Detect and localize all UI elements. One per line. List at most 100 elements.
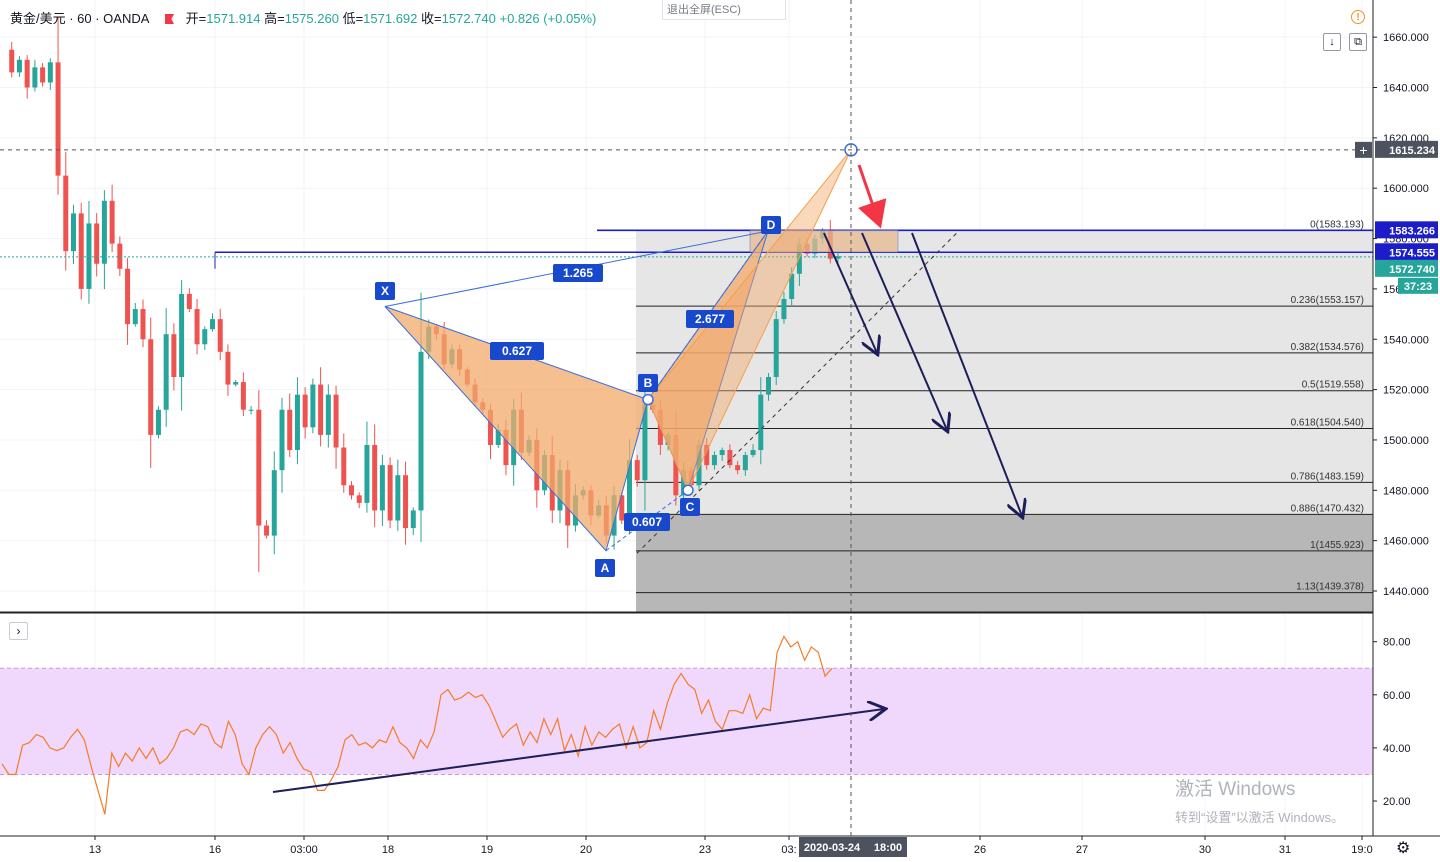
crosshair-clock: 18:00 [874, 842, 902, 854]
candle-body [395, 475, 401, 521]
pattern-anchor-c [682, 484, 694, 497]
fib-level-label: 0(1583.193) [1310, 220, 1364, 231]
fib-level-label: 0.236(1553.157) [1291, 295, 1364, 306]
price-tick-label: 1520.000 [1383, 385, 1429, 397]
high-value: 1575.260 [284, 11, 339, 26]
candle-body [773, 319, 779, 378]
price-tick-label: 1660.000 [1383, 32, 1429, 44]
candle-body [63, 175, 69, 252]
time-tick-label: 18 [382, 844, 394, 856]
forecast-arrow-1 [823, 232, 877, 353]
candle-body [742, 455, 748, 471]
candle-body [410, 510, 416, 529]
candle-body [766, 377, 771, 395]
candle-body [271, 470, 277, 536]
candle-body [287, 409, 293, 451]
time-tick-label: 19:0 [1351, 844, 1372, 856]
low-value: 1571.692 [363, 11, 418, 26]
time-tick-label: 23 [699, 844, 711, 856]
fib-level-label: 0.5(1519.558) [1302, 380, 1364, 391]
pattern-ratio-label: 0.607 [632, 515, 662, 529]
candle-body [225, 351, 231, 385]
close-value: 1572.740 [441, 11, 496, 26]
candle-body [101, 200, 107, 264]
time-tick-label: 31 [1279, 844, 1291, 856]
time-tick-label: 03: [781, 844, 796, 856]
pattern-point-badge [375, 282, 395, 300]
candle-body [333, 394, 339, 448]
candle-body [673, 434, 679, 496]
candle-body [94, 223, 100, 264]
candle-body [364, 444, 370, 503]
exit-fullscreen-button[interactable]: 退出全屏(ESC) [662, 0, 786, 20]
candle-body [781, 298, 787, 320]
open-value: 1571.914 [206, 11, 261, 26]
chevron-right-icon[interactable]: › [9, 622, 28, 640]
time-tick-label: 16 [209, 844, 221, 856]
candle-body [735, 465, 741, 471]
rsi-band [0, 668, 1373, 775]
candle-body [379, 465, 385, 511]
pattern-point-badge [680, 498, 700, 516]
candle-body [294, 394, 300, 451]
projection-triangle [647, 149, 852, 492]
candle-body [681, 470, 687, 496]
candle-body [619, 495, 625, 521]
candle-body [186, 293, 192, 310]
candle-body [202, 329, 208, 345]
candle-body [696, 444, 702, 486]
rsi-trend-arrow [272, 709, 884, 793]
crosshair-time-badge [799, 837, 907, 857]
candle-body [217, 319, 223, 352]
fib-retracement-zone: 0(1583.193) 0.236(1553.157) 0.382(1534.576… [636, 220, 1373, 612]
gear-icon[interactable]: ⚙ [1396, 840, 1411, 857]
warning-icon[interactable]: ! [1351, 10, 1365, 24]
countdown: 37:23 [1404, 281, 1432, 293]
pattern-ratio-label: 1.265 [563, 266, 593, 280]
pattern-ratio-badge [490, 342, 544, 360]
last-price-badge [1375, 259, 1438, 277]
symbol-title[interactable]: 黄金/美元 · 60 · OANDA [10, 11, 150, 26]
candle-body [240, 382, 246, 410]
level-d-price-badge [1375, 221, 1438, 239]
pattern-anchor-b [642, 393, 654, 406]
price-tick-label: 1500.000 [1383, 435, 1429, 447]
candle-body [194, 309, 200, 345]
candle-body [325, 394, 331, 435]
candle-body [233, 382, 239, 385]
fib-level-label: 0.618(1504.540) [1291, 418, 1364, 429]
download-icon[interactable]: ↓ [1323, 33, 1341, 51]
candle-body [403, 475, 409, 529]
candle-body [758, 394, 764, 451]
candle-body [789, 273, 795, 299]
crosshair-price-badge [1375, 140, 1438, 158]
candle-body [47, 62, 53, 83]
candle-body [78, 213, 84, 289]
pattern-point-badge [638, 374, 658, 392]
candle-body [642, 404, 648, 481]
rsi-tick-label: 40.00 [1383, 743, 1411, 755]
pattern-point-label: D [767, 218, 776, 232]
time-tick-label: 20 [580, 844, 592, 856]
high-label: 高= [264, 11, 285, 26]
candle-body [318, 384, 324, 435]
candle-body [341, 447, 347, 486]
open-label: 开= [185, 11, 207, 26]
candle-body [495, 429, 501, 445]
fib-zone-upper [636, 230, 1373, 515]
rsi-tick-label: 60.00 [1383, 690, 1411, 702]
candle-body [310, 384, 316, 428]
candle-body [503, 429, 509, 466]
candle-body [356, 495, 362, 503]
candle-body [488, 409, 493, 445]
pattern-point-label: A [601, 561, 610, 575]
pattern-point-label: X [381, 284, 389, 298]
screenshot-icon[interactable]: ⧉ [1349, 33, 1367, 51]
candle-body [86, 223, 92, 289]
candle-body [117, 243, 123, 269]
price-tick-label: 1540.000 [1383, 334, 1429, 346]
pattern-point-badge [761, 216, 781, 234]
